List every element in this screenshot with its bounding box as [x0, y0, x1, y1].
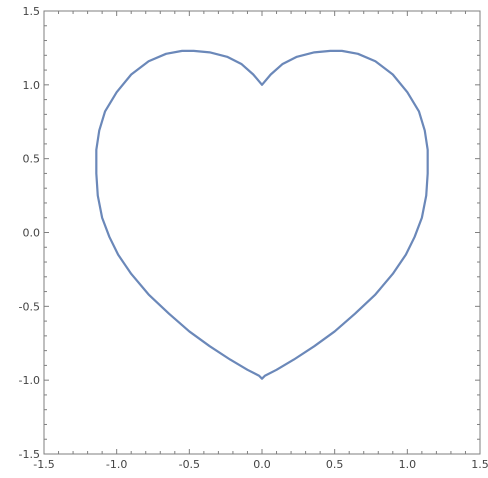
x-tick-label: 0.0 [253, 458, 271, 471]
x-tick-label: -0.5 [179, 458, 200, 471]
y-tick-label: -1.0 [19, 374, 40, 387]
y-tick-label: 0.0 [23, 227, 41, 240]
y-tick-label: 1.5 [23, 5, 41, 18]
x-tick-label: -1.0 [106, 458, 127, 471]
x-tick-label: 1.5 [471, 458, 488, 471]
tick-labels-layer: -1.5 -1.0 -0.5 0.0 0.5 1.0 1.5 -1.5 -1.0 -0.5 0.0 0… [19, 5, 488, 471]
x-tick-label: 1.0 [399, 458, 417, 471]
x-tick-label: 0.5 [326, 458, 344, 471]
y-tick-label: -1.5 [19, 448, 40, 461]
y-tick-label: -0.5 [19, 300, 40, 313]
x-tick-label: -1.5 [33, 458, 54, 471]
y-tick-label: 0.5 [23, 153, 41, 166]
y-tick-label: 1.0 [23, 79, 41, 92]
heart-curve-line-0 [95, 49, 429, 380]
plot-frame [43, 10, 481, 455]
series-layer [95, 49, 429, 380]
ticks-layer [43, 10, 481, 455]
